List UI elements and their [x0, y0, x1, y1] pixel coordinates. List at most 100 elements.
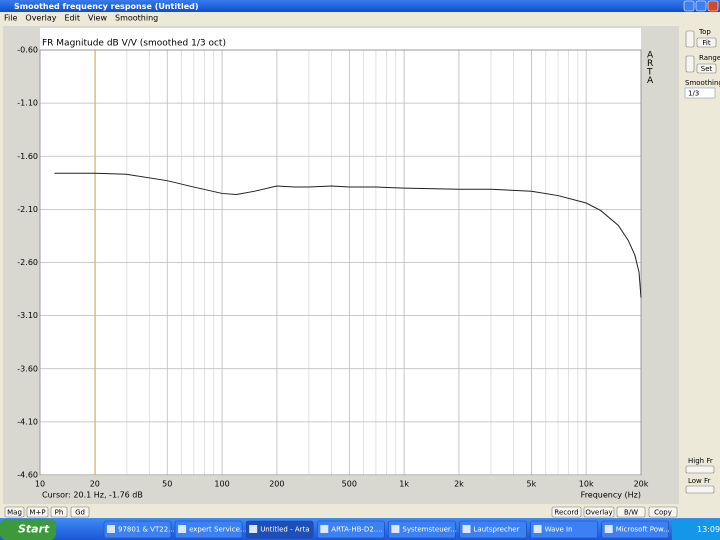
action-button-label: Overlay: [585, 509, 612, 517]
view-button-label: Ph: [55, 509, 64, 517]
set-button-label: Set: [701, 65, 713, 73]
response-curve: [54, 172, 642, 298]
task-icon: [178, 525, 187, 533]
x-tick-label: 100: [214, 480, 229, 489]
view-button[interactable]: [4, 506, 25, 518]
plot-area: [40, 28, 641, 476]
task-icon: [533, 525, 542, 533]
clock: 13:09: [697, 525, 720, 534]
maximize-button[interactable]: [695, 0, 707, 12]
task-button[interactable]: [459, 520, 527, 539]
task-icon: [604, 525, 613, 533]
y-tick-label: -2.60: [17, 258, 38, 267]
view-button[interactable]: [50, 506, 68, 518]
view-button-label: Mag: [7, 509, 22, 517]
menu-item[interactable]: Edit: [65, 14, 81, 23]
task-button[interactable]: [174, 520, 243, 539]
task-label: 97801 & VT22...: [118, 526, 175, 534]
task-label: ARTA-HB-D2....: [331, 526, 382, 534]
label: Range: [699, 54, 720, 62]
view-button[interactable]: [26, 506, 49, 518]
x-axis-label: Frequency (Hz): [581, 491, 641, 500]
watermark-letter: R: [647, 59, 653, 69]
spin-button[interactable]: [685, 55, 695, 73]
smoothing-value: 1/3: [688, 90, 699, 98]
x-tick-label: 20: [90, 480, 100, 489]
y-tick-label: -4.60: [17, 471, 38, 480]
watermark-letter: T: [646, 68, 653, 78]
label: Low Fr: [688, 477, 711, 485]
label: High Fr: [688, 457, 713, 465]
task-button[interactable]: [316, 520, 385, 539]
y-tick-label: -0.60: [17, 46, 38, 55]
y-tick-label: -3.10: [17, 311, 38, 320]
spin-button[interactable]: [685, 485, 715, 494]
task-label: Systemsteuer...: [402, 526, 456, 534]
y-tick-label: -2.10: [17, 205, 38, 214]
x-tick-label: 500: [342, 480, 357, 489]
x-tick-label: 200: [269, 480, 284, 489]
task-icon: [391, 525, 400, 533]
set-button[interactable]: [696, 63, 717, 74]
task-button[interactable]: [103, 520, 172, 539]
x-tick-label: 5k: [527, 480, 537, 489]
action-button[interactable]: [551, 506, 582, 518]
y-tick-label: -3.60: [17, 364, 38, 373]
task-label: expert Service...: [189, 526, 246, 534]
x-tick-label: 20k: [634, 480, 649, 489]
tray: [672, 519, 720, 540]
x-tick-label: 10: [35, 480, 45, 489]
watermark-letter: A: [647, 51, 654, 61]
task-icon: [320, 525, 329, 533]
label: Smoothing: [685, 79, 720, 87]
start-label: Start: [18, 523, 50, 536]
action-button[interactable]: [616, 506, 646, 518]
smoothing-select[interactable]: [684, 87, 716, 99]
start-button[interactable]: [0, 519, 56, 540]
task-button[interactable]: [530, 520, 598, 539]
task-label: Microsoft Pow...: [616, 526, 670, 534]
action-button-label: Copy: [654, 509, 672, 517]
x-tick-label: 1k: [399, 480, 409, 489]
fit-button-label: Fit: [702, 39, 710, 47]
fit-button[interactable]: [696, 37, 717, 48]
label: Top: [698, 28, 711, 36]
x-tick-label: 50: [162, 480, 172, 489]
close-button[interactable]: [707, 0, 719, 12]
action-button-label: Record: [554, 509, 578, 517]
task-button[interactable]: [388, 520, 456, 539]
spin-button[interactable]: [685, 30, 695, 48]
spin-button[interactable]: [685, 465, 715, 474]
action-button-label: B/W: [624, 509, 638, 517]
view-button-label: M+P: [29, 509, 45, 517]
menu-item[interactable]: View: [88, 14, 107, 23]
task-label: Untitled - Arta: [260, 526, 309, 534]
watermark-letter: A: [647, 76, 654, 86]
title-bar: [0, 0, 720, 12]
minimize-button[interactable]: [683, 0, 695, 12]
task-label: Wave In: [545, 526, 573, 534]
action-button[interactable]: [583, 506, 615, 518]
y-tick-label: -1.10: [17, 99, 38, 108]
task-button[interactable]: [245, 520, 314, 539]
task-icon: [462, 525, 471, 533]
menu-item[interactable]: File: [4, 14, 17, 23]
y-tick-label: -4.10: [17, 417, 38, 426]
menu-item[interactable]: Overlay: [25, 14, 56, 23]
x-tick-label: 2k: [454, 480, 464, 489]
plot-frame: [39, 49, 642, 476]
task-label: Lautsprecher: [474, 526, 520, 534]
view-button-label: Gd: [75, 509, 85, 517]
window-title: Smoothed frequency response (Untitled): [14, 2, 199, 11]
task-icon: [249, 525, 258, 533]
task-button[interactable]: [601, 520, 670, 539]
action-button[interactable]: [648, 506, 678, 518]
menu-bar: [0, 12, 720, 24]
view-button[interactable]: [70, 506, 90, 518]
side-panel: [681, 26, 720, 504]
task-icon: [107, 525, 115, 533]
cursor-readout: Cursor: 20.1 Hz, -1.76 dB: [42, 491, 143, 500]
menu-item[interactable]: Smoothing: [115, 14, 158, 23]
